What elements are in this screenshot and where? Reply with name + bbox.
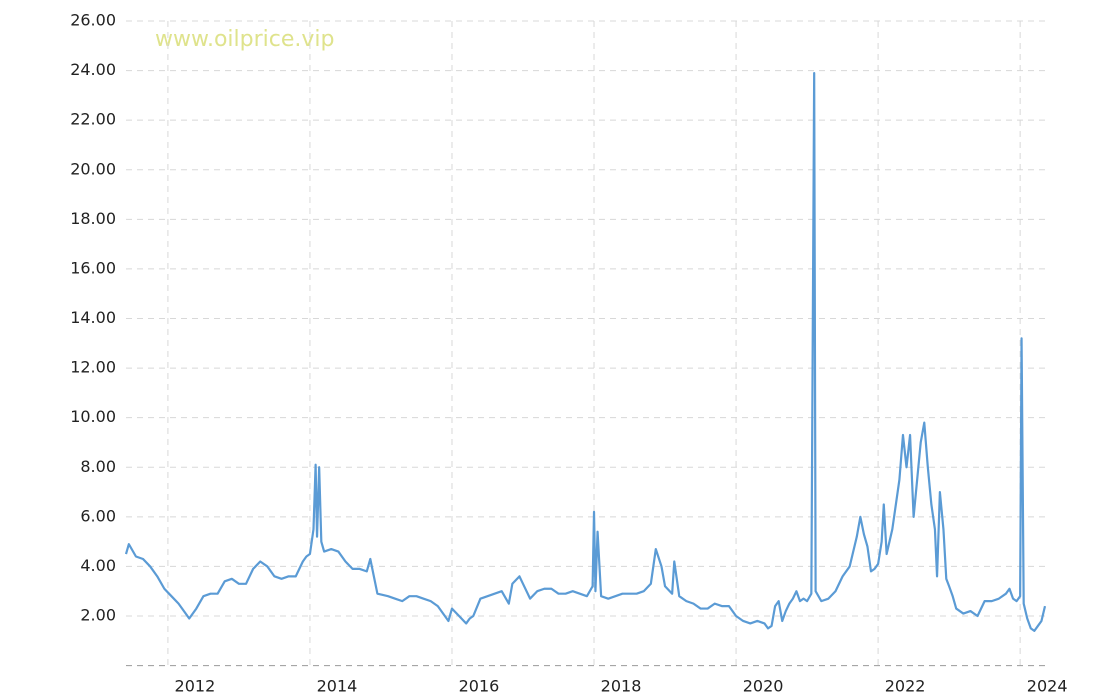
y-tick-label: 20.00 <box>70 159 116 178</box>
watermark: www.oilprice.vip <box>155 27 334 52</box>
y-tick-label: 2.00 <box>80 606 116 625</box>
x-tick-label: 2020 <box>743 677 784 696</box>
y-tick-label: 22.00 <box>70 110 116 129</box>
x-tick-label: 2012 <box>175 677 216 696</box>
y-tick-label: 24.00 <box>70 60 116 79</box>
y-tick-label: 8.00 <box>80 457 116 476</box>
x-tick-label: 2024 <box>1027 677 1068 696</box>
x-tick-label: 2014 <box>317 677 358 696</box>
y-tick-label: 18.00 <box>70 209 116 228</box>
y-tick-label: 6.00 <box>80 506 116 525</box>
x-tick-label: 2016 <box>459 677 500 696</box>
y-tick-label: 10.00 <box>70 407 116 426</box>
y-tick-label: 12.00 <box>70 358 116 377</box>
x-tick-label: 2022 <box>885 677 926 696</box>
y-tick-label: 26.00 <box>70 11 116 30</box>
price-line <box>124 71 1047 632</box>
y-tick-label: 16.00 <box>70 258 116 277</box>
y-tick-label: 4.00 <box>80 556 116 575</box>
x-tick-label: 2018 <box>601 677 642 696</box>
y-tick-label: 14.00 <box>70 308 116 327</box>
